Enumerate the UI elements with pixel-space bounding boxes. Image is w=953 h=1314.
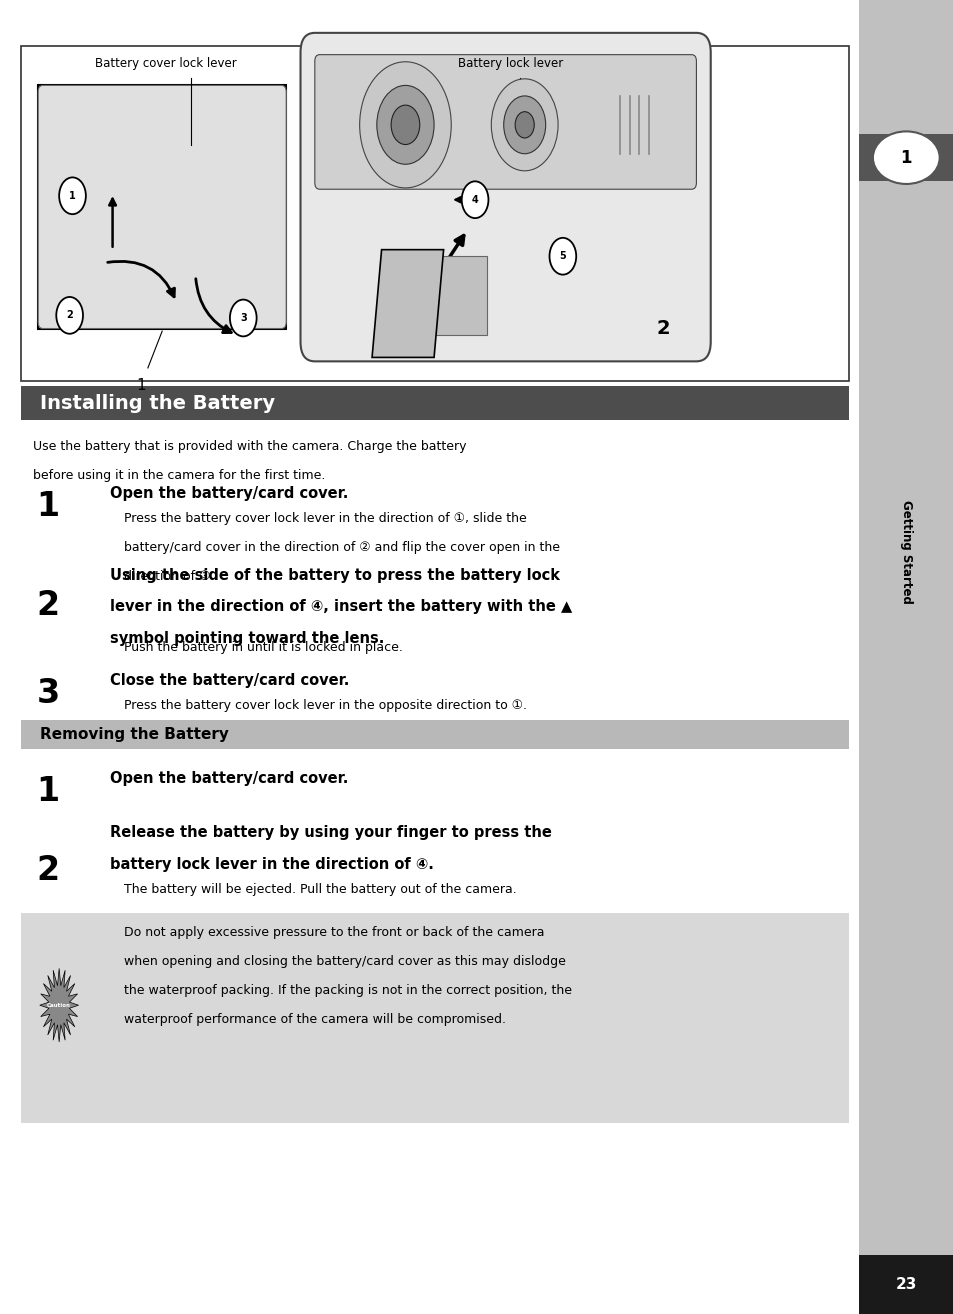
- Text: The battery will be ejected. Pull the battery out of the camera.: The battery will be ejected. Pull the ba…: [124, 883, 517, 896]
- Circle shape: [491, 79, 558, 171]
- FancyBboxPatch shape: [38, 85, 286, 328]
- Text: battery/card cover in the direction of ② and flip the cover open in the: battery/card cover in the direction of ②…: [124, 541, 559, 555]
- FancyBboxPatch shape: [300, 33, 710, 361]
- Text: the waterproof packing. If the packing is not in the correct position, the: the waterproof packing. If the packing i…: [124, 984, 572, 997]
- Text: symbol pointing toward the lens.: symbol pointing toward the lens.: [110, 631, 384, 646]
- Text: Do not apply excessive pressure to the front or back of the camera: Do not apply excessive pressure to the f…: [124, 926, 544, 940]
- Text: 23: 23: [895, 1277, 916, 1292]
- Circle shape: [376, 85, 434, 164]
- FancyBboxPatch shape: [21, 46, 848, 381]
- Polygon shape: [372, 250, 443, 357]
- Text: Battery cover lock lever: Battery cover lock lever: [95, 57, 237, 70]
- Text: Open the battery/card cover.: Open the battery/card cover.: [110, 771, 348, 786]
- FancyBboxPatch shape: [314, 55, 696, 189]
- Text: 5: 5: [558, 251, 566, 261]
- Text: Battery lock lever: Battery lock lever: [457, 57, 562, 70]
- Text: Close the battery/card cover.: Close the battery/card cover.: [110, 673, 349, 687]
- FancyBboxPatch shape: [858, 1255, 953, 1314]
- Text: Release the battery by using your finger to press the: Release the battery by using your finger…: [110, 825, 551, 840]
- FancyBboxPatch shape: [21, 720, 848, 749]
- Text: before using it in the camera for the first time.: before using it in the camera for the fi…: [33, 469, 325, 482]
- Text: 1: 1: [136, 378, 146, 393]
- FancyBboxPatch shape: [858, 0, 953, 1314]
- Circle shape: [391, 105, 419, 145]
- Text: when opening and closing the battery/card cover as this may dislodge: when opening and closing the battery/car…: [124, 955, 565, 968]
- Text: lever in the direction of ④, insert the battery with the ▲: lever in the direction of ④, insert the …: [110, 599, 572, 615]
- Text: Installing the Battery: Installing the Battery: [40, 394, 274, 413]
- Circle shape: [515, 112, 534, 138]
- Text: 3: 3: [239, 313, 247, 323]
- Text: Press the battery cover lock lever in the opposite direction to ①.: Press the battery cover lock lever in th…: [124, 699, 526, 712]
- Text: 1: 1: [69, 191, 76, 201]
- Text: Push the battery in until it is locked in place.: Push the battery in until it is locked i…: [124, 641, 402, 654]
- Text: battery lock lever in the direction of ④.: battery lock lever in the direction of ④…: [110, 857, 433, 872]
- Text: Getting Started: Getting Started: [899, 499, 912, 604]
- Text: 1: 1: [36, 775, 59, 808]
- Text: 1: 1: [36, 490, 59, 523]
- Polygon shape: [40, 968, 78, 1042]
- Circle shape: [503, 96, 545, 154]
- FancyBboxPatch shape: [21, 913, 848, 1123]
- Circle shape: [549, 238, 576, 275]
- Text: direction of ③.: direction of ③.: [124, 570, 214, 583]
- Text: Caution: Caution: [47, 1003, 71, 1008]
- Circle shape: [461, 181, 488, 218]
- Circle shape: [230, 300, 256, 336]
- Text: Use the battery that is provided with the camera. Charge the battery: Use the battery that is provided with th…: [33, 440, 466, 453]
- Text: Removing the Battery: Removing the Battery: [40, 727, 229, 742]
- Text: 3: 3: [36, 677, 59, 710]
- Text: Press the battery cover lock lever in the direction of ①, slide the: Press the battery cover lock lever in th…: [124, 512, 526, 526]
- FancyBboxPatch shape: [21, 386, 848, 420]
- Text: Using the side of the battery to press the battery lock: Using the side of the battery to press t…: [110, 568, 559, 582]
- FancyBboxPatch shape: [38, 85, 286, 328]
- Text: 2: 2: [66, 310, 73, 321]
- Circle shape: [359, 62, 451, 188]
- Text: 2: 2: [36, 854, 59, 887]
- Text: 1: 1: [900, 148, 911, 167]
- Ellipse shape: [872, 131, 939, 184]
- Circle shape: [59, 177, 86, 214]
- Text: waterproof performance of the camera will be compromised.: waterproof performance of the camera wil…: [124, 1013, 505, 1026]
- Text: 2: 2: [656, 319, 669, 338]
- FancyBboxPatch shape: [410, 256, 486, 335]
- Circle shape: [56, 297, 83, 334]
- FancyBboxPatch shape: [858, 134, 953, 181]
- Text: 4: 4: [471, 194, 478, 205]
- Text: Open the battery/card cover.: Open the battery/card cover.: [110, 486, 348, 501]
- Text: 2: 2: [36, 589, 59, 622]
